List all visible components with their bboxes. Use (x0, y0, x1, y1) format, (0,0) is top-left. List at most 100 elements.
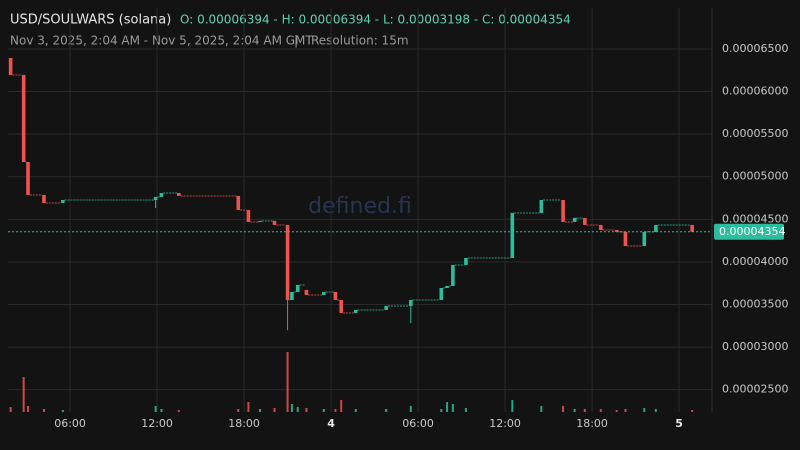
volume-bar (354, 409, 357, 412)
candle-body (353, 309, 358, 313)
volume-bar (334, 409, 337, 412)
last-price-label: 0.00004354 (719, 225, 785, 238)
candle-body (272, 220, 277, 225)
volume-bar (290, 404, 293, 412)
plot-area: 0.00002500 0.00003000 0.00003500 0.00004000… (8, 8, 788, 430)
candle-body (445, 285, 449, 288)
x-tick-label: 06:00 (54, 417, 86, 430)
candle-body (561, 199, 565, 222)
x-tick-label: 18:00 (576, 417, 608, 430)
volume-bar (451, 404, 454, 412)
candle-body (598, 224, 603, 230)
candle-body (451, 264, 455, 286)
volume-bar (691, 410, 694, 412)
candle-body (572, 217, 577, 222)
volume-bar (42, 409, 45, 412)
volume-bar (160, 409, 163, 412)
volume-bar (385, 409, 388, 412)
volume-bar (9, 407, 12, 412)
y-tick-label: 0.00004000 (722, 255, 788, 268)
volume-bar (573, 409, 576, 412)
volume-bar (464, 408, 467, 412)
y-tick-label: 0.00003500 (722, 298, 788, 311)
volume-bar (305, 408, 308, 412)
candle-body (285, 224, 290, 300)
y-tick-label: 0.00002500 (722, 383, 788, 396)
separator: | (294, 34, 298, 48)
candle-body (21, 74, 26, 163)
volume-bar (22, 377, 25, 412)
candle-body (61, 199, 65, 203)
volume-bar (286, 352, 289, 412)
candle-body (236, 195, 241, 210)
candle-body (153, 196, 158, 200)
resolution: Resolution: 15m (311, 34, 409, 48)
volume-bar (440, 409, 443, 412)
x-tick-label: 4 (327, 417, 335, 430)
y-tick-label: 0.00004500 (722, 212, 788, 225)
volume-bar (259, 409, 262, 412)
volume-bar (511, 400, 514, 412)
y-tick-label: 0.00005500 (722, 127, 788, 140)
candle-body (583, 217, 587, 225)
volume-bar (540, 406, 543, 412)
volume-bar (643, 408, 646, 412)
volume-bar (446, 402, 449, 412)
candle-body (295, 284, 300, 292)
volume-bar (296, 407, 299, 412)
x-tick-label: 12:00 (489, 417, 521, 430)
candle-body (614, 229, 619, 232)
volume-bar (154, 406, 157, 412)
volume-bar (562, 406, 565, 412)
candle-body (26, 162, 30, 195)
x-tick-label: 5 (675, 417, 683, 430)
candle-body (510, 212, 515, 258)
candle-body (333, 291, 338, 300)
volume-bar (237, 409, 240, 412)
candle-body (690, 224, 694, 232)
candle-body (384, 305, 388, 310)
ohlc-summary: O: 0.00006394 - H: 0.00006394 - L: 0.000… (180, 13, 571, 27)
candle-body (439, 287, 444, 300)
volume-bar (583, 409, 586, 412)
volume-bar (322, 409, 325, 412)
x-tick-label: 12:00 (141, 417, 173, 430)
y-tick-label: 0.00006500 (722, 42, 788, 55)
last-price-tag (714, 223, 784, 240)
candle-body (539, 199, 544, 213)
candle-body (246, 209, 251, 222)
chart-title: USD/SOULWARS (solana) (10, 13, 171, 28)
candle-body (42, 194, 46, 203)
volume-bar (615, 410, 618, 412)
candle-body (159, 193, 164, 197)
volume-bar (177, 410, 180, 412)
candle-body (304, 289, 309, 295)
candle-body (322, 291, 326, 295)
date-range: Nov 3, 2025, 2:04 AM - Nov 5, 2025, 2:04… (10, 34, 313, 48)
candle-body (654, 224, 658, 232)
candle-body (177, 193, 181, 196)
y-tick-label: 0.00006000 (722, 85, 788, 98)
candle-body (339, 299, 344, 313)
volume-bar (599, 409, 602, 412)
candle-body (409, 299, 413, 306)
watermark: defined.fi (308, 194, 412, 219)
candle-body (464, 257, 468, 265)
volume-bar (409, 406, 412, 412)
candle-body (258, 220, 262, 222)
candle-body (623, 231, 628, 246)
x-tick-label: 18:00 (228, 417, 260, 430)
volume-bar (61, 410, 64, 412)
volume-bar (247, 402, 250, 412)
candle-body (290, 291, 294, 300)
y-tick-label: 0.00003000 (722, 340, 788, 353)
volume-bar (273, 408, 276, 412)
volume-bar (624, 409, 627, 412)
candle-body (642, 231, 647, 246)
volume-bar (27, 406, 30, 412)
candle-body (8, 57, 13, 75)
volume-bar (340, 400, 343, 412)
